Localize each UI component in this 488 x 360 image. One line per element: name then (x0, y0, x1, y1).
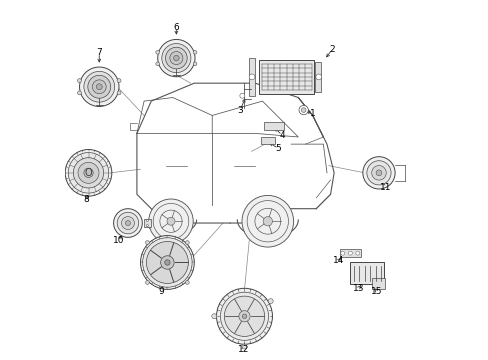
Circle shape (267, 299, 273, 304)
Bar (264, 122, 284, 130)
Circle shape (211, 314, 216, 319)
Bar (371, 278, 385, 289)
Circle shape (117, 212, 139, 234)
Circle shape (148, 199, 193, 243)
Circle shape (298, 105, 308, 115)
Circle shape (162, 44, 190, 73)
Circle shape (142, 238, 192, 287)
Circle shape (96, 84, 102, 90)
Circle shape (80, 67, 119, 107)
Circle shape (185, 280, 189, 284)
Text: 1: 1 (309, 109, 315, 118)
Circle shape (65, 149, 112, 196)
Circle shape (185, 240, 189, 244)
Text: 6: 6 (173, 23, 179, 32)
Circle shape (166, 217, 175, 225)
Circle shape (220, 292, 268, 340)
Text: 2: 2 (329, 45, 334, 54)
Circle shape (156, 50, 159, 54)
Circle shape (362, 157, 394, 189)
Circle shape (146, 242, 188, 283)
Circle shape (366, 161, 390, 185)
Bar (143, 219, 151, 227)
Circle shape (371, 166, 386, 180)
Circle shape (77, 79, 81, 82)
Circle shape (92, 80, 106, 94)
Circle shape (84, 71, 114, 102)
Circle shape (249, 74, 254, 80)
Circle shape (239, 311, 249, 322)
Circle shape (375, 170, 381, 176)
Circle shape (83, 168, 93, 177)
Circle shape (193, 62, 197, 66)
Bar (260, 137, 274, 144)
Circle shape (117, 91, 121, 95)
Text: 9: 9 (158, 287, 164, 296)
Circle shape (145, 240, 149, 244)
Circle shape (145, 280, 149, 284)
Circle shape (263, 217, 272, 226)
Circle shape (193, 50, 197, 54)
Text: 13: 13 (352, 284, 364, 293)
Text: 8: 8 (83, 195, 89, 204)
Circle shape (216, 288, 272, 344)
Bar (339, 249, 360, 257)
Bar (248, 58, 255, 96)
Circle shape (173, 55, 179, 61)
Bar (314, 62, 320, 92)
Circle shape (355, 251, 359, 255)
Circle shape (158, 40, 195, 77)
Circle shape (169, 51, 183, 64)
Circle shape (165, 47, 187, 69)
Circle shape (121, 217, 134, 229)
Circle shape (164, 260, 170, 265)
Text: 15: 15 (371, 287, 382, 296)
Circle shape (113, 209, 142, 237)
Circle shape (73, 158, 103, 188)
Circle shape (347, 251, 351, 255)
Circle shape (301, 108, 305, 112)
Circle shape (239, 93, 244, 98)
Text: 12: 12 (237, 345, 248, 354)
Circle shape (140, 235, 194, 289)
Circle shape (242, 344, 246, 349)
Circle shape (224, 296, 264, 336)
Circle shape (315, 74, 321, 80)
Text: 14: 14 (332, 256, 344, 265)
Circle shape (125, 220, 130, 226)
Text: 5: 5 (275, 144, 281, 153)
Circle shape (77, 91, 81, 95)
Text: 11: 11 (380, 183, 391, 192)
Circle shape (161, 256, 174, 269)
Circle shape (242, 195, 293, 247)
Text: 4: 4 (279, 131, 285, 140)
Text: 3: 3 (237, 105, 243, 114)
Bar (258, 60, 314, 94)
Text: 10: 10 (112, 237, 124, 246)
Circle shape (78, 162, 99, 183)
Circle shape (88, 75, 110, 98)
Circle shape (68, 153, 108, 193)
Circle shape (146, 220, 148, 221)
Circle shape (117, 79, 121, 82)
Text: 7: 7 (96, 48, 102, 57)
Circle shape (146, 225, 148, 226)
Circle shape (156, 62, 159, 66)
Text: O: O (84, 168, 92, 178)
Circle shape (340, 251, 344, 255)
Bar (349, 262, 384, 284)
Circle shape (242, 314, 246, 319)
